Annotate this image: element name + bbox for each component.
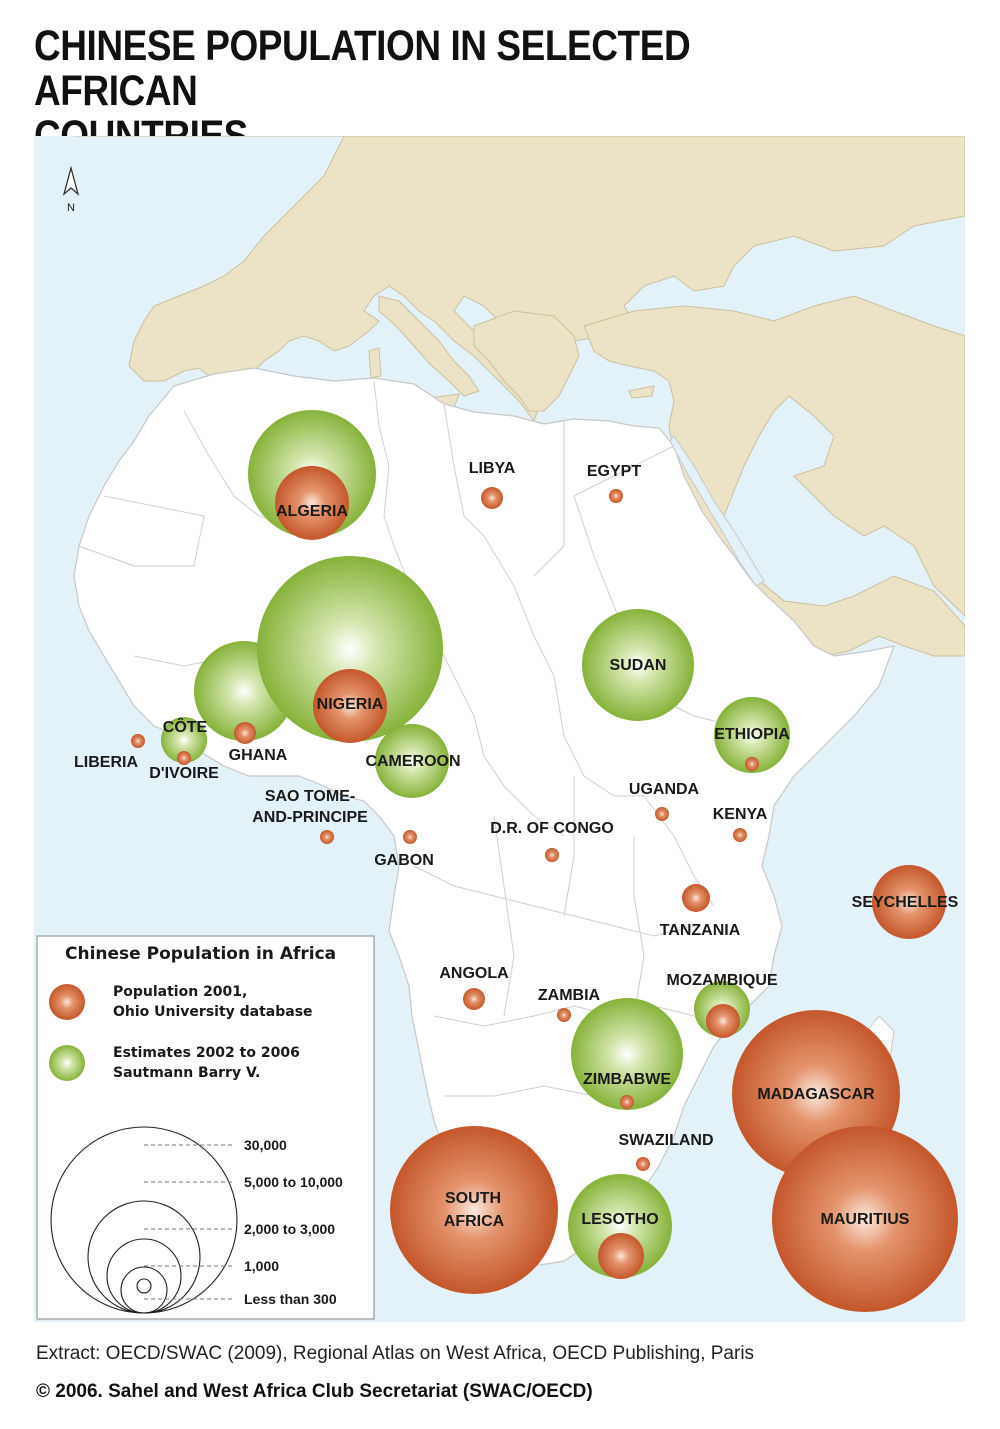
balkans-land: [473, 310, 580, 412]
scale-label-2000-3000: 2,000 to 3,000: [244, 1221, 335, 1237]
cyprus-land: [628, 385, 655, 399]
label-madagascar: MADAGASCAR: [757, 1086, 875, 1103]
liberia-2001-circle: [131, 734, 145, 748]
legend-box: [36, 935, 375, 1320]
cote-divoire-2001-circle: [177, 751, 191, 765]
label-swaziland: SWAZILAND: [618, 1132, 713, 1149]
label-libya: LIBYA: [469, 460, 516, 477]
europe-land: [74, 136, 965, 423]
legend-green-line1: Estimates 2002 to 2006: [113, 1045, 300, 1061]
italy-land: [378, 295, 480, 397]
kenya-2001-circle: [733, 828, 747, 842]
label-mozambique: MOZAMBIQUE: [666, 972, 777, 989]
ghana-2001-circle: [234, 722, 256, 744]
label-drc: D.R. OF CONGO: [490, 820, 614, 837]
cote-divoire-estimate-circle: [161, 717, 207, 763]
label-sudan: SUDAN: [610, 657, 667, 674]
legend-orange-line2: Ohio University database: [113, 1004, 313, 1020]
legend-title: Chinese Population in Africa: [65, 944, 336, 964]
label-cote-line2: D'IVOIRE: [149, 765, 219, 782]
tanzania-2001-circle: [682, 884, 710, 912]
nigeria-2001-circle: [313, 669, 387, 743]
label-uganda: UGANDA: [629, 781, 700, 798]
zimbabwe-estimate-circle: [571, 998, 683, 1110]
scale-label-30000: 30,000: [244, 1137, 287, 1153]
label-ghana: GHANA: [229, 747, 288, 764]
zambia-2001-circle: [557, 1008, 571, 1022]
label-sao-tome-2: AND-PRINCIPE: [252, 809, 368, 826]
scale-label-1000: 1,000: [244, 1258, 279, 1274]
scale-label-5000-10000: 5,000 to 10,000: [244, 1174, 343, 1190]
map-title: CHINESE POPULATION IN SELECTED AFRICAN C…: [34, 24, 842, 159]
ethiopia-2001-circle: [745, 757, 759, 771]
lesotho-estimate-circle: [568, 1174, 672, 1278]
label-angola: ANGOLA: [439, 965, 509, 982]
scale-circle-300: [136, 1278, 152, 1294]
lesotho-2001-circle: [598, 1233, 644, 1279]
label-south-africa-2: AFRICA: [444, 1213, 505, 1230]
label-zimbabwe: ZIMBABWE: [583, 1071, 671, 1088]
ethiopia-estimate-circle: [714, 697, 790, 773]
scale-circle-1000: [120, 1266, 168, 1314]
red-sea: [669, 435, 765, 587]
label-zambia: ZAMBIA: [538, 987, 601, 1004]
mozambique-2001-circle: [706, 1004, 740, 1038]
seychelles-2001-circle: [872, 865, 946, 939]
copyright-note: © 2006. Sahel and West Africa Club Secre…: [36, 1381, 593, 1402]
egypt-2001-circle: [609, 489, 623, 503]
nigeria-estimate-circle: [257, 556, 443, 742]
label-seychelles: SEYCHELLES: [852, 894, 959, 911]
label-mauritius: MAURITIUS: [821, 1211, 910, 1228]
label-cameroon: CAMEROON: [365, 753, 460, 770]
sao-tome-2001-circle: [320, 830, 334, 844]
sardinia-land: [368, 347, 382, 379]
label-sao-tome-1: SAO TOME-: [265, 788, 355, 805]
label-liberia: LIBERIA: [74, 754, 138, 771]
swaziland-2001-circle: [636, 1157, 650, 1171]
libya-2001-circle: [481, 487, 503, 509]
drc-2001-circle: [545, 848, 559, 862]
label-lesotho: LESOTHO: [581, 1211, 658, 1228]
uganda-2001-circle: [655, 807, 669, 821]
mauritius-2001-circle: [772, 1126, 958, 1312]
legend: Chinese Population in Africa Population …: [36, 935, 375, 1320]
south-africa-2001-circle: [390, 1126, 558, 1294]
algeria-2001-circle: [275, 466, 349, 540]
label-algeria: ALGERIA: [276, 503, 348, 520]
label-south-africa-1: SOUTH: [445, 1190, 501, 1207]
gabon-2001-circle: [403, 830, 417, 844]
sudan-estimate-circle: [582, 609, 694, 721]
label-nigeria: NIGERIA: [317, 696, 384, 713]
cameroon-estimate-circle: [375, 724, 449, 798]
label-tanzania: TANZANIA: [660, 922, 741, 939]
label-ethiopia: ETHIOPIA: [714, 726, 790, 743]
label-kenya: KENYA: [713, 806, 768, 823]
size-scale: [50, 1126, 238, 1314]
map-panel: N ALGERIA LIBYA: [34, 136, 965, 1322]
label-gabon: GABON: [374, 852, 434, 869]
legend-green-line2: Sautmann Barry V.: [113, 1065, 260, 1081]
label-cote-1: CÔTE: [163, 717, 208, 736]
title-line-1: CHINESE POPULATION IN SELECTED AFRICAN: [34, 22, 691, 115]
angola-2001-circle: [463, 988, 485, 1010]
scale-leaders: [144, 1144, 234, 1300]
north-arrow-icon: N: [62, 165, 80, 214]
scale-label-less-than-300: Less than 300: [244, 1291, 337, 1307]
north-label: N: [67, 202, 75, 214]
label-egypt: EGYPT: [587, 463, 641, 480]
zimbabwe-2001-circle: [620, 1095, 634, 1109]
legend-orange-line1: Population 2001,: [113, 984, 247, 1000]
legend-green-swatch: [49, 1045, 85, 1081]
legend-orange-swatch: [49, 984, 85, 1020]
source-note: Extract: OECD/SWAC (2009), Regional Atla…: [36, 1343, 755, 1364]
